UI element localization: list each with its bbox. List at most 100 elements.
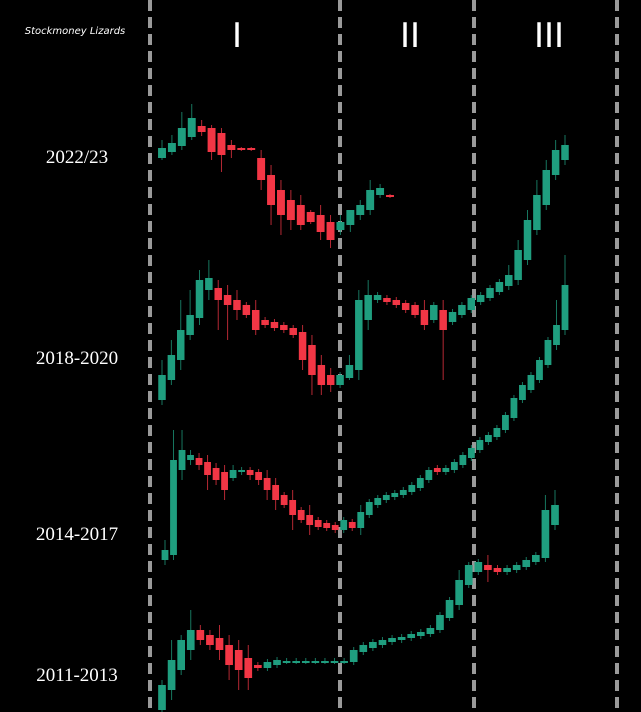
candle-body (411, 305, 419, 315)
candle-body (306, 212, 315, 222)
candle-body (551, 150, 560, 175)
candle-body (476, 440, 484, 450)
candle-body (336, 375, 344, 385)
candle-body (536, 360, 543, 380)
candle-body (178, 450, 186, 470)
candle-body (263, 662, 272, 668)
candle-body (356, 205, 365, 215)
candle-body (388, 638, 396, 642)
candles (158, 104, 569, 712)
candle-body (326, 222, 335, 240)
candle-body (170, 460, 177, 555)
candle-body (503, 568, 511, 572)
candle-body (544, 340, 552, 365)
row-label: 2014-2017 (36, 524, 118, 545)
candle-body (187, 118, 196, 137)
candle-body (176, 330, 185, 360)
candle-body (255, 472, 263, 480)
candle-body (204, 462, 211, 475)
candle-body (561, 145, 569, 160)
candle-body (186, 630, 195, 650)
candle-body (267, 175, 276, 205)
candle-body (459, 455, 467, 465)
candle-body (493, 428, 501, 437)
candle-body (177, 640, 186, 670)
candle-body (212, 468, 220, 480)
candle-body (445, 600, 454, 618)
candle-body (276, 190, 285, 215)
candle-body (195, 458, 203, 465)
candle-body (306, 515, 314, 525)
candle-body (273, 660, 281, 665)
candle-body (436, 615, 444, 630)
candle-body (531, 555, 540, 562)
candle-body (296, 205, 305, 225)
phase-label: I (232, 16, 242, 56)
candle-body (464, 565, 473, 585)
candle-body (439, 310, 447, 330)
candle-body (197, 126, 206, 132)
candle-body (399, 490, 407, 495)
candle-body (391, 493, 399, 497)
candle-body (215, 638, 224, 650)
candle-body (261, 320, 269, 325)
candle-body (450, 462, 458, 470)
candle-body (467, 448, 475, 458)
candle-body (346, 210, 355, 225)
candle-body (254, 665, 262, 668)
candle-body (416, 632, 425, 636)
candle-body (314, 520, 322, 527)
candle-body (161, 550, 169, 560)
candle-body (510, 398, 518, 418)
candle-body (336, 222, 345, 230)
candle-body (348, 522, 356, 528)
candle-body (331, 525, 339, 530)
candle-body (289, 328, 297, 335)
candle-body (355, 300, 363, 370)
candle-body (251, 310, 260, 330)
candle-body (495, 282, 504, 292)
candle-body (486, 288, 494, 298)
candle-body (270, 322, 279, 328)
candle-body (308, 345, 316, 375)
candle-body (408, 485, 416, 492)
candle-body (349, 650, 358, 662)
candle-body (158, 685, 166, 710)
row-label: 2022/23 (46, 147, 108, 168)
candle-body (237, 148, 246, 150)
candle-body (484, 565, 492, 570)
candle-body (514, 250, 522, 280)
candle-body (426, 628, 435, 634)
candle-body (340, 661, 348, 663)
phase-label: II (400, 16, 420, 56)
candle-body (223, 295, 232, 305)
candle-body (505, 275, 513, 286)
candle-body (485, 435, 492, 442)
candle-body (430, 305, 438, 320)
candle-body (542, 170, 551, 205)
candle-body (382, 495, 390, 500)
candle-body (378, 640, 387, 645)
row-label: 2011-2013 (36, 665, 118, 686)
candle-body (420, 310, 429, 325)
candle-body (227, 145, 236, 150)
candle-body (238, 470, 245, 472)
candle-body (359, 645, 368, 652)
candle-body (401, 303, 410, 310)
candle-body (234, 650, 243, 670)
candle-body (397, 637, 406, 640)
candle-body (458, 305, 466, 315)
candle-body (386, 195, 394, 197)
candle-body (167, 143, 176, 152)
candle-body (167, 355, 176, 380)
candle-body (448, 312, 457, 322)
candle-body (512, 565, 521, 570)
candle-body (282, 661, 291, 663)
candle-body (561, 285, 569, 330)
candle-body (366, 190, 375, 210)
candle-body (474, 562, 483, 572)
candle-body (330, 661, 339, 663)
chart-title: Stockmoney Lizards (25, 26, 126, 37)
candle-body (206, 635, 214, 645)
candle-body (233, 300, 241, 310)
